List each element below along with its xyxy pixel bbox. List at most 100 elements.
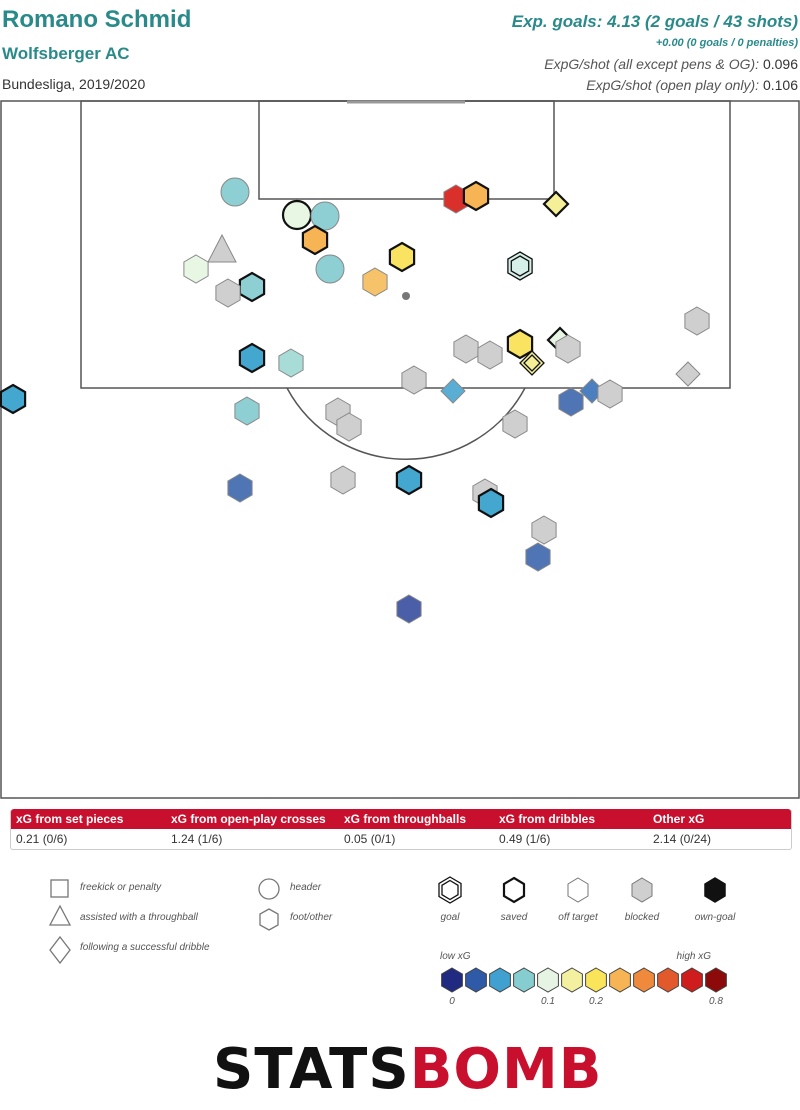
scale-swatch [513, 967, 535, 993]
shot-marker [388, 241, 416, 273]
legend-off-target-label: off target [558, 912, 599, 923]
shot-marker [675, 361, 701, 387]
outcome-off-target-icon [567, 877, 589, 903]
shot-marker [558, 387, 584, 417]
scale-swatch [465, 967, 487, 993]
summary-header-dribbles: xG from dribbles [499, 812, 596, 826]
scale-tick-0-2: 0.2 [589, 996, 603, 1007]
summary-header-row: xG from set pieces xG from open-play cro… [11, 809, 791, 829]
shot-marker [507, 251, 533, 281]
scale-swatch [537, 967, 559, 993]
outcome-goal-icon [438, 876, 462, 904]
shot-marker [401, 365, 427, 395]
summary-value-set-pieces: 0.21 (0/6) [16, 832, 68, 846]
legend-high-xg-label: high xG [677, 951, 712, 962]
triangle-icon [48, 904, 72, 926]
legend-dribble-label: following a successful dribble [80, 942, 210, 953]
penalty-arc [286, 387, 526, 460]
legend-low-xg-label: low xG [440, 951, 471, 962]
pitch-outline [0, 100, 800, 799]
summary-header-set-pieces: xG from set pieces [16, 812, 124, 826]
outcome-saved-icon [502, 876, 526, 904]
scale-swatch [441, 967, 463, 993]
scale-tick-0-8: 0.8 [709, 996, 723, 1007]
shot-marker [555, 334, 581, 364]
xg-per-shot-all: ExpG/shot (all except pens & OG): 0.096 [544, 56, 798, 72]
shot-marker [502, 409, 528, 439]
scale-swatch [705, 967, 727, 993]
xg-per-shot-open-label: ExpG/shot (open play only): [586, 77, 760, 93]
summary-value-throughballs: 0.05 (0/1) [344, 832, 396, 846]
shot-marker [336, 412, 362, 442]
shot-marker [315, 254, 345, 284]
shot-marker [238, 342, 266, 374]
legend-goal-label: goal [441, 912, 461, 923]
shot-marker [477, 487, 505, 519]
six-yard-box [258, 100, 555, 200]
xg-per-shot-open-value: 0.106 [759, 77, 798, 93]
logo-stats: STATS [213, 1037, 410, 1102]
shot-marker [227, 473, 253, 503]
summary-value-crosses: 1.24 (1/6) [171, 832, 223, 846]
shot-marker [310, 201, 340, 231]
summary-header-crosses: xG from open-play crosses [171, 812, 326, 826]
legend-header-label: header [290, 882, 322, 893]
scale-swatch [585, 967, 607, 993]
xg-per-shot-open: ExpG/shot (open play only): 0.106 [586, 77, 798, 93]
scale-swatch [633, 967, 655, 993]
legend-freekick-label: freekick or penalty [80, 882, 162, 893]
shots-layer [0, 177, 710, 624]
logo-bomb: BOMB [409, 1037, 603, 1102]
shot-marker [506, 328, 534, 360]
shot-marker [207, 233, 237, 263]
shot-marker [440, 378, 466, 404]
circle-icon [258, 878, 280, 900]
legend-saved-label: saved [501, 912, 528, 923]
shot-marker [395, 464, 423, 496]
shot-marker [597, 379, 623, 409]
shot-marker [462, 180, 490, 212]
legend: freekick or penalty assisted with a thro… [48, 876, 736, 1007]
team-name: Wolfsberger AC [2, 44, 130, 63]
scale-tick-0-1: 0.1 [541, 996, 555, 1007]
outcome-blocked-icon [631, 877, 653, 903]
shot-marker [519, 350, 545, 376]
diamond-icon [49, 935, 71, 965]
shot-marker [531, 515, 557, 545]
scale-swatch [489, 967, 511, 993]
xg-per-shot-all-value: 0.096 [759, 56, 798, 72]
scale-swatch [561, 967, 583, 993]
shot-marker [477, 340, 503, 370]
shot-marker [330, 465, 356, 495]
shot-marker [234, 396, 260, 426]
shot-marker [215, 278, 241, 308]
shot-marker [183, 254, 209, 284]
shot-marker [525, 542, 551, 572]
scale-swatch [681, 967, 703, 993]
scale-swatch [657, 967, 679, 993]
scale-swatch [609, 967, 631, 993]
shot-marker [362, 267, 388, 297]
legend-foot-label: foot/other [290, 912, 333, 923]
summary-value-other: 2.14 (0/24) [653, 832, 712, 846]
shot-marker [301, 224, 329, 256]
summary-value-dribbles: 0.49 (1/6) [499, 832, 551, 846]
legend-throughball-label: assisted with a throughball [80, 912, 199, 923]
expected-goals-total: Exp. goals: 4.13 (2 goals / 43 shots) [511, 12, 798, 31]
player-name: Romano Schmid [2, 6, 192, 33]
shot-marker [453, 334, 479, 364]
shot-map-pitch [0, 100, 800, 799]
shot-marker [684, 306, 710, 336]
competition-season: Bundesliga, 2019/2020 [2, 76, 146, 92]
statsbomb-logo: STATSBOMB [213, 1042, 602, 1098]
penalties-line: +0.00 (0 goals / 0 penalties) [655, 37, 798, 49]
legend-blocked-label: blocked [625, 912, 660, 923]
shot-marker [238, 271, 266, 303]
hexagon-icon [259, 908, 279, 931]
xg-color-scale [441, 967, 727, 993]
penalty-spot [402, 292, 410, 300]
square-icon [50, 879, 69, 898]
scale-tick-0: 0 [449, 996, 455, 1007]
legend-own-goal-label: own-goal [695, 912, 736, 923]
shot-marker [0, 383, 27, 415]
